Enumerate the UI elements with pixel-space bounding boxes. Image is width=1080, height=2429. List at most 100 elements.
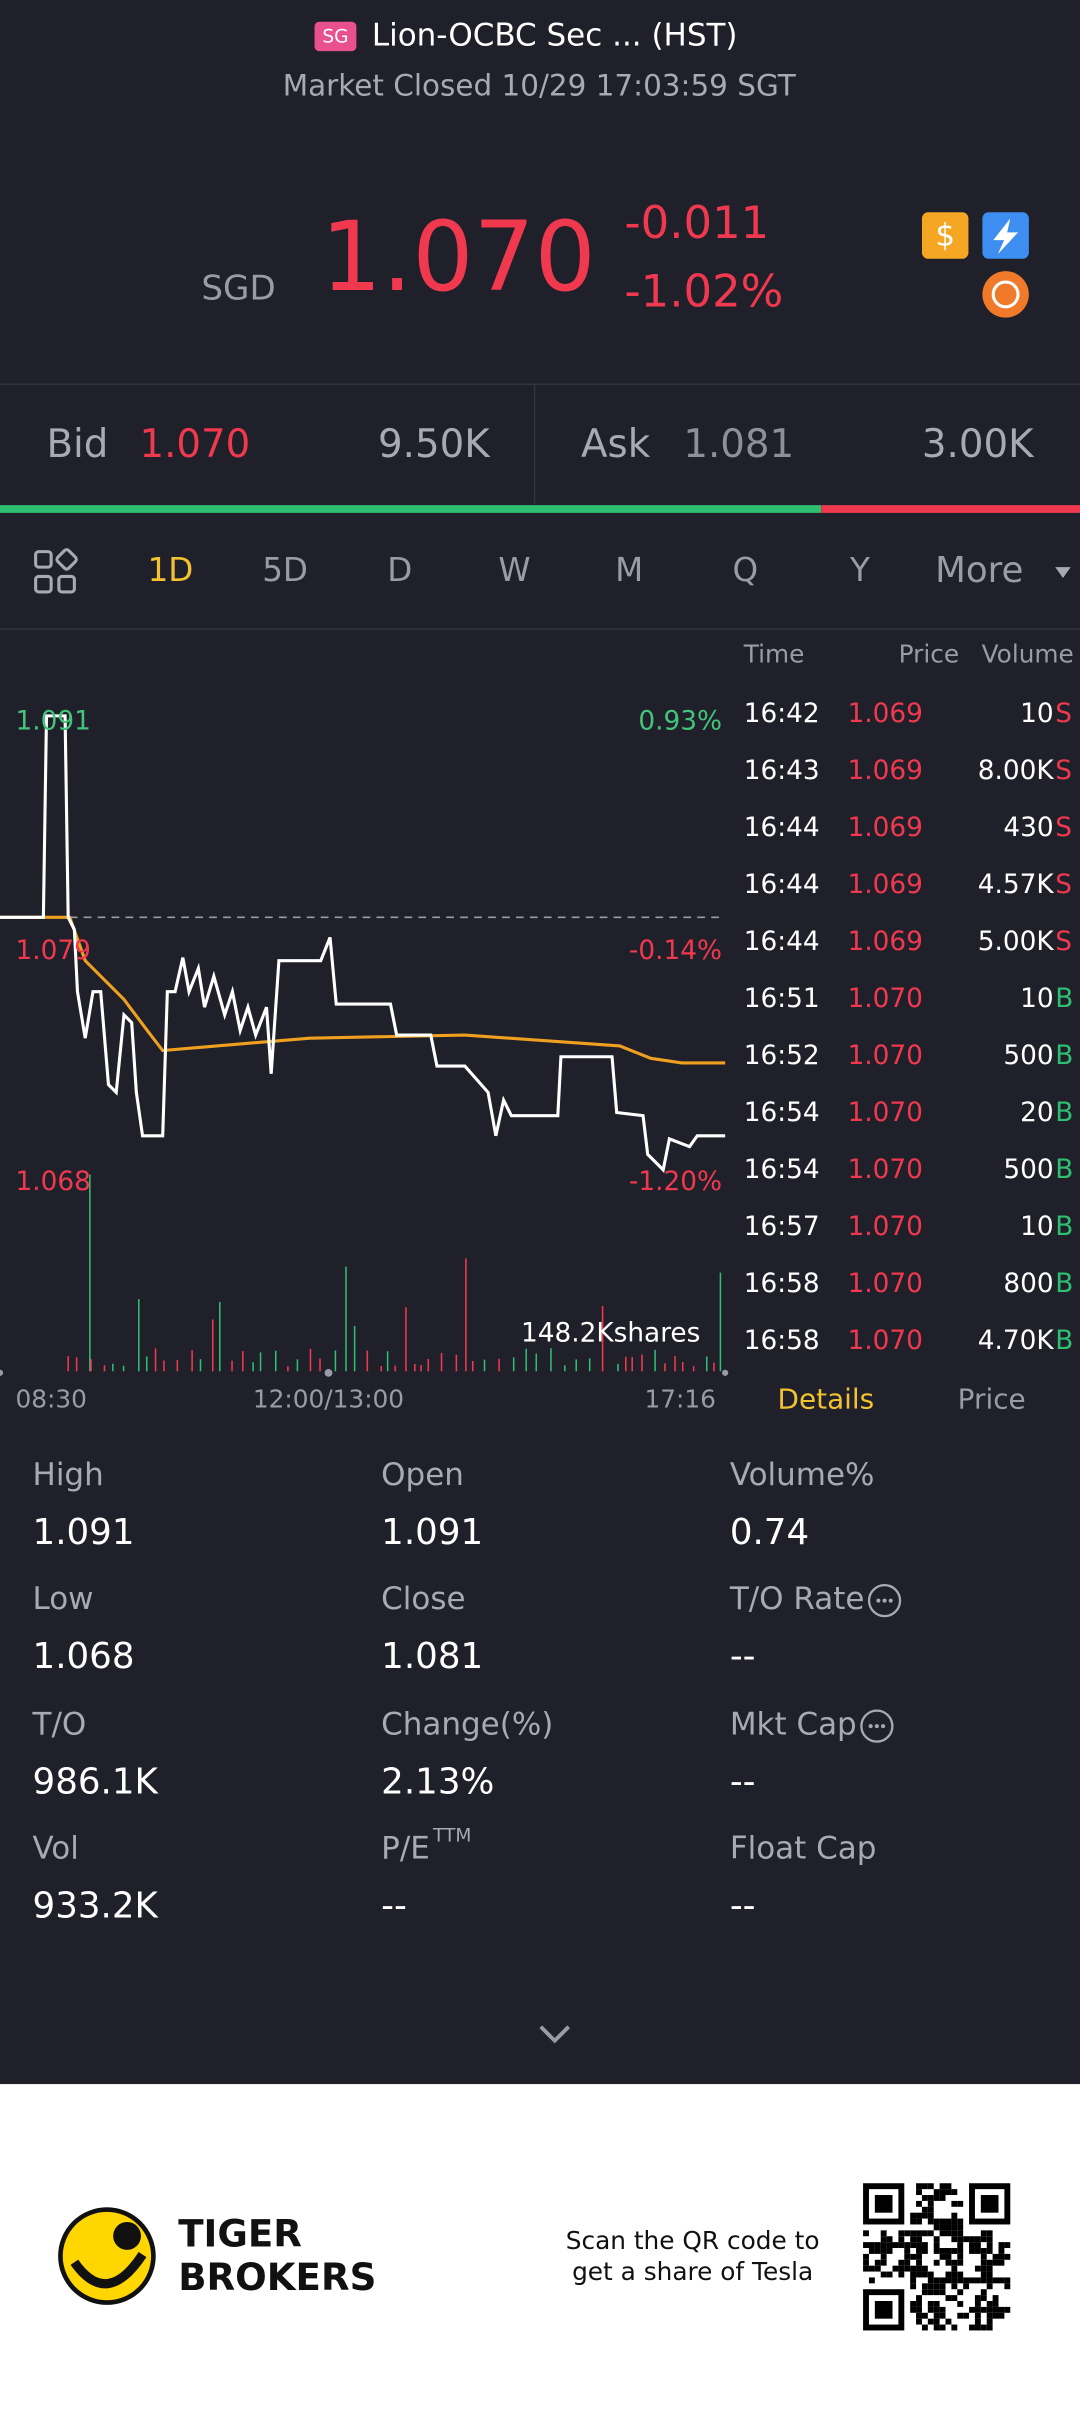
chart-high-percent: 0.93%: [638, 707, 722, 737]
qr-module: [951, 2295, 958, 2302]
stat-label: Change(%): [381, 1707, 553, 1743]
qr-module: [980, 2230, 987, 2237]
period-tab[interactable]: M: [615, 551, 643, 589]
qr-module: [939, 2277, 946, 2284]
trade-price: 1.069: [848, 813, 923, 843]
qr-module: [998, 2242, 1005, 2249]
qr-module: [904, 2248, 911, 2254]
qr-module: [951, 2236, 958, 2243]
period-tab[interactable]: 1D: [148, 551, 194, 589]
qr-module: [1004, 2306, 1011, 2313]
qr-module: [957, 2218, 964, 2225]
trade-side: B: [1055, 1212, 1073, 1242]
trade-price: 1.070: [848, 1269, 923, 1299]
qr-module: [939, 2306, 946, 2313]
period-tab[interactable]: Y: [849, 551, 870, 589]
dividend-icon[interactable]: [921, 212, 969, 259]
chart-mid-label: 1.079: [15, 936, 90, 966]
trade-volume: 4.57K: [978, 870, 1055, 900]
qr-module: [986, 2283, 993, 2290]
bid-size: 9.50K: [378, 422, 491, 467]
qr-module: [945, 2277, 952, 2284]
more-arrow[interactable]: [1055, 567, 1071, 578]
qr-module: [868, 2242, 875, 2249]
stat-value: 933.2K: [33, 1885, 160, 1926]
market-badge: [314, 21, 357, 52]
trade-price: 1.070: [848, 1155, 923, 1185]
qr-module: [927, 2306, 934, 2313]
qr-module: [992, 2306, 999, 2313]
qr-module: [957, 2230, 964, 2237]
layout-icon-part: [55, 548, 78, 571]
qr-module: [916, 2295, 922, 2302]
period-tab[interactable]: 5D: [262, 551, 308, 589]
ask-price: 1.081: [683, 422, 794, 467]
qr-module: [916, 2301, 922, 2307]
qr-module: [916, 2230, 922, 2237]
layout-icon[interactable]: [34, 548, 78, 594]
bid-label: Bid: [46, 422, 108, 467]
trade-side: S: [1055, 813, 1072, 843]
qr-module: [992, 2301, 999, 2307]
qr-module: [951, 2218, 958, 2225]
qr-module: [910, 2253, 917, 2260]
qr-module: [863, 2259, 869, 2266]
qr-module: [916, 2253, 922, 2260]
qr-module: [951, 2277, 958, 2284]
qr-module: [957, 2259, 964, 2266]
qr-module: [933, 2248, 940, 2254]
qr-module: [933, 2312, 940, 2319]
qr-module: [998, 2277, 1005, 2284]
qr-module: [939, 2253, 946, 2260]
qr-module: [927, 2283, 934, 2290]
info-icon[interactable]: [867, 1583, 902, 1618]
price-change-percent: -1.02%: [624, 264, 783, 317]
period-tab[interactable]: Q: [733, 551, 759, 589]
trade-side: B: [1055, 1269, 1073, 1299]
axis-dot: [324, 1368, 333, 1377]
qr-module: [939, 2312, 946, 2319]
qr-module: [927, 2200, 934, 2207]
qr-module: [916, 2236, 922, 2243]
qr-module: [916, 2259, 922, 2266]
qr-module: [986, 2324, 993, 2331]
info-icon[interactable]: [860, 1709, 894, 1743]
qr-module: [927, 2230, 934, 2237]
qr-module: [880, 2248, 887, 2254]
qr-module: [974, 2318, 981, 2325]
stat-label-sup: TTM: [432, 1826, 471, 1847]
qr-module: [998, 2253, 1005, 2260]
qr-module: [957, 2312, 964, 2319]
qr-module: [880, 2271, 887, 2278]
expand-chevron[interactable]: [539, 2025, 571, 2044]
qr-module: [927, 2206, 934, 2213]
stock-title: Lion-OCBC Sec ... (HST): [372, 18, 738, 54]
qr-module: [874, 2248, 881, 2254]
qr-module: [951, 2224, 958, 2231]
qr-module: [921, 2230, 928, 2237]
qr-module: [892, 2265, 899, 2272]
period-tab[interactable]: D: [387, 551, 412, 589]
detail-tab[interactable]: Price: [958, 1383, 1026, 1416]
qr-module: [974, 2277, 981, 2284]
chart-low-percent: -1.20%: [629, 1167, 722, 1197]
qr-module: [874, 2265, 881, 2272]
stat-value: 1.068: [33, 1636, 135, 1677]
info-icon-dot: [882, 1598, 887, 1603]
period-tab[interactable]: W: [498, 551, 530, 589]
badge-icon[interactable]: [982, 271, 1029, 318]
trade-price: 1.070: [848, 1326, 923, 1356]
qr-module: [904, 2242, 911, 2249]
detail-tab[interactable]: Details: [778, 1383, 875, 1416]
qr-module: [945, 2189, 952, 2196]
qr-module: [957, 2277, 964, 2284]
qr-module: [898, 2259, 905, 2266]
qr-module: [868, 2277, 875, 2284]
period-tab[interactable]: More: [935, 550, 1023, 591]
qr-module: [980, 2306, 987, 2313]
info-icon-dot: [888, 1598, 893, 1603]
qr-module: [957, 2200, 964, 2207]
qr-module: [980, 2236, 987, 2243]
trade-volume: 10: [1020, 984, 1054, 1014]
